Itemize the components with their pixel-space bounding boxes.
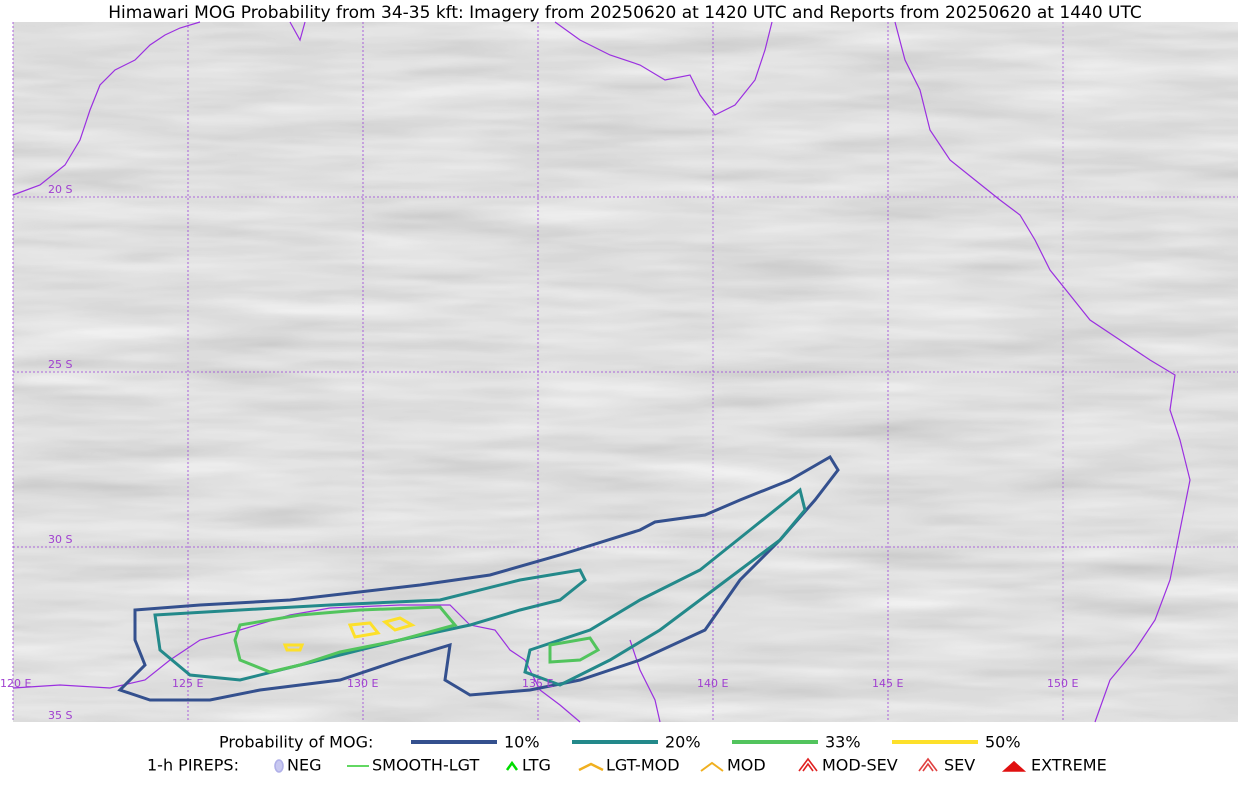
legend-label: 10% <box>504 733 540 752</box>
lon-label: 145 E <box>872 677 903 690</box>
legend-label: EXTREME <box>1031 756 1107 775</box>
lon-label: 150 E <box>1047 677 1078 690</box>
lon-label: 125 E <box>172 677 203 690</box>
latitude-labels: 20 S 25 S 30 S 35 S <box>48 183 72 722</box>
map: 20 S 25 S 30 S 35 S 120 E 125 E 130 E 13… <box>0 21 1238 723</box>
legend-label: 33% <box>825 733 861 752</box>
longitude-labels: 120 E 125 E 130 E 135 E 140 E 145 E 150 … <box>0 677 1078 690</box>
legend-label: SEV <box>944 756 975 775</box>
legend-label: MOD-SEV <box>822 756 898 775</box>
graticule <box>12 22 1238 722</box>
coastline <box>12 21 1191 723</box>
legend: Probability of MOG: 1-h PIREPS: 10% 20% 33… <box>147 733 1107 775</box>
title: Himawari MOG Probability from 34-35 kft:… <box>108 3 1142 23</box>
lat-label: 35 S <box>48 709 72 722</box>
lat-label: 25 S <box>48 358 72 371</box>
lat-label: 30 S <box>48 533 72 546</box>
lon-label: 130 E <box>347 677 378 690</box>
legend-title: Probability of MOG: <box>219 733 373 752</box>
lat-label: 20 S <box>48 183 72 196</box>
legend-label: 20% <box>665 733 701 752</box>
lon-label: 140 E <box>697 677 728 690</box>
legend-label: 50% <box>985 733 1021 752</box>
legend-title: 1-h PIREPS: <box>147 756 239 775</box>
legend-label: MOD <box>727 756 766 775</box>
legend-label: LGT-MOD <box>606 756 680 775</box>
lon-label: 120 E <box>0 677 31 690</box>
mog-contours <box>117 454 840 702</box>
legend-label: LTG <box>522 756 551 775</box>
legend-label: NEG <box>287 756 321 775</box>
lon-label: 135 E <box>522 677 553 690</box>
pirep-icons <box>274 757 1027 773</box>
legend-label: SMOOTH-LGT <box>372 756 479 775</box>
